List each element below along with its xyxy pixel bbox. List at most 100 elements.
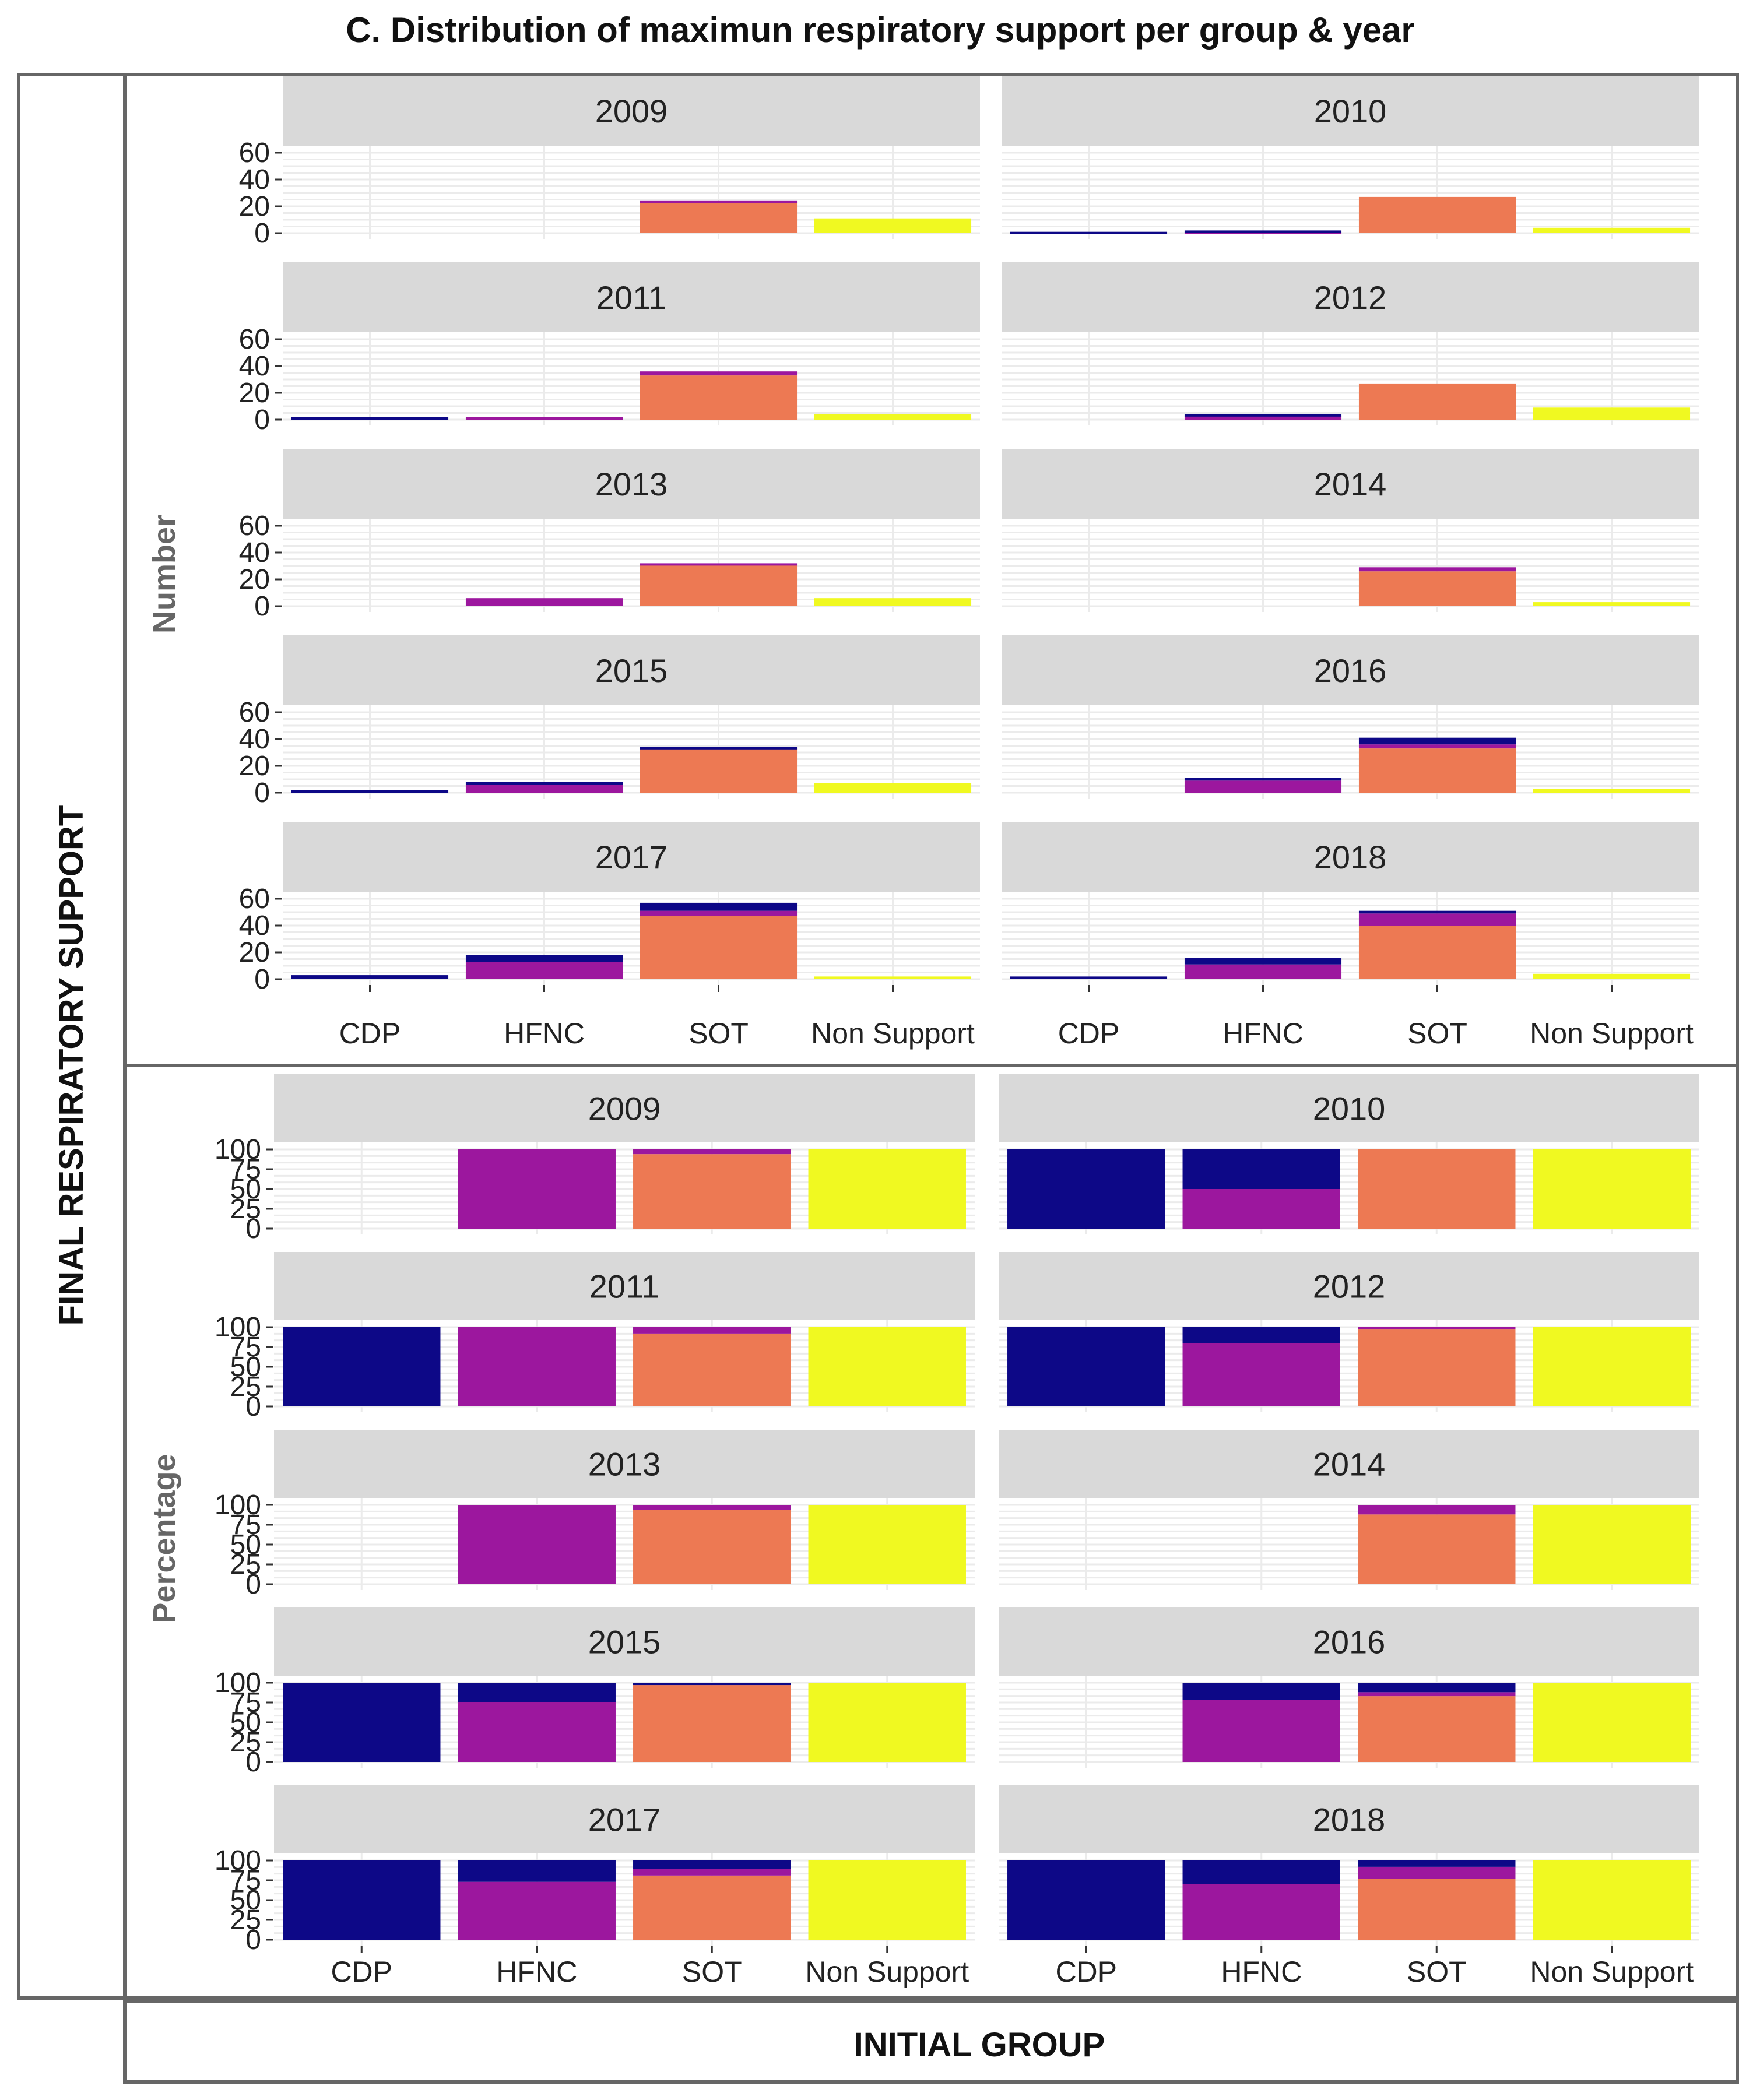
bar-segment	[814, 218, 972, 233]
facet-panel: 2016	[1002, 635, 1699, 799]
facet-panel: 2016	[999, 1607, 1699, 1768]
facet-strip	[1002, 262, 1699, 332]
facet-year-label: 2016	[1314, 652, 1387, 689]
bar-segment	[1184, 778, 1342, 781]
bar-segment	[633, 1875, 791, 1940]
y-tick-label: 25	[230, 1194, 261, 1225]
bar-segment	[458, 1149, 616, 1229]
bar-segment	[808, 1505, 966, 1584]
y-tick-label: 100	[215, 1134, 261, 1165]
facet-strip	[283, 635, 980, 705]
facet-year-label: 2015	[595, 652, 668, 689]
bar-segment	[1358, 1505, 1516, 1515]
bar-segment	[633, 1327, 791, 1334]
x-category-label: Non Support	[1530, 1955, 1694, 1988]
facet-strip	[283, 262, 980, 332]
y-tick-label: 50	[230, 1174, 261, 1205]
x-category-label: SOT	[1407, 1017, 1467, 1050]
y-tick-label: 25	[230, 1371, 261, 1402]
bar-segment	[814, 783, 972, 793]
facet-strip	[1002, 449, 1699, 519]
facet-year-label: 2012	[1314, 279, 1387, 316]
bar-segment	[814, 598, 972, 606]
bar-segment	[291, 790, 449, 793]
bar-segment	[1182, 1149, 1340, 1189]
facet-strip	[999, 1785, 1699, 1853]
bar-segment	[1010, 231, 1168, 234]
y-tick-label: 0	[254, 964, 270, 995]
bottom-label-box	[123, 2000, 1739, 2084]
bar-segment	[640, 563, 798, 566]
x-category-label: SOT	[688, 1017, 749, 1050]
facet-year-label: 2010	[1314, 93, 1387, 129]
y-tick-label: 20	[239, 751, 270, 782]
bar-segment	[291, 417, 449, 420]
facet-panel: 2012	[999, 1252, 1699, 1412]
facet-year-label: 2017	[588, 1802, 661, 1838]
y-tick-label: 60	[239, 324, 270, 355]
facet-year-label: 2015	[588, 1624, 661, 1661]
bar-segment	[633, 1683, 791, 1686]
initial-group-label: INITIAL GROUP	[854, 2026, 1105, 2064]
bar-segment	[1533, 1327, 1691, 1406]
bar-segment	[1184, 230, 1342, 233]
bar-segment	[458, 1327, 616, 1406]
y-tick-label: 60	[239, 884, 270, 914]
y-tick-label: 100	[215, 1490, 261, 1521]
bar-segment	[1358, 748, 1516, 793]
bar-segment	[1184, 416, 1342, 420]
y-tick-label: 60	[239, 138, 270, 168]
bar-segment	[1358, 1692, 1516, 1697]
x-category-label: Non Support	[1530, 1017, 1694, 1050]
facet-year-label: 2014	[1313, 1446, 1386, 1483]
facet-year-label: 2009	[588, 1091, 661, 1127]
bar-segment	[808, 1327, 966, 1406]
chart-percentage: Percentage200902550751002010201102550751…	[147, 1074, 1699, 1988]
facet-strip	[1002, 635, 1699, 705]
x-category-label: CDP	[331, 1955, 392, 1988]
bar-segment	[1358, 196, 1516, 233]
y-tick-label: 0	[254, 218, 270, 249]
y-tick-label: 0	[254, 778, 270, 808]
bar-segment	[640, 564, 798, 606]
y-tick-label: 0	[254, 591, 270, 622]
bar-segment	[640, 902, 798, 911]
bar-segment	[633, 1685, 791, 1762]
bar-segment	[808, 1149, 966, 1229]
y-tick-label: 50	[230, 1885, 261, 1916]
bar-segment	[1358, 926, 1516, 979]
bar-segment	[458, 1881, 616, 1940]
bar-segment	[465, 955, 623, 962]
facet-year-label: 2013	[595, 466, 668, 502]
bar-segment	[1358, 1696, 1516, 1762]
bar-segment	[1182, 1860, 1340, 1884]
bar-segment	[1184, 958, 1342, 965]
bar-segment	[458, 1683, 616, 1702]
facet-strip	[283, 822, 980, 892]
facet-year-label: 2014	[1314, 466, 1387, 502]
y-tick-label: 20	[239, 564, 270, 595]
facet-year-label: 2018	[1314, 839, 1387, 875]
bar-segment	[465, 785, 623, 793]
bar-segment	[1358, 383, 1516, 420]
final-respiratory-support-label: FINAL RESPIRATORY SUPPORT	[52, 805, 90, 1326]
chart-number: Number2009020406020102011020406020122013…	[147, 76, 1699, 1050]
facet-strip	[283, 76, 980, 146]
x-category-label: HFNC	[496, 1955, 577, 1988]
facet-year-label: 2016	[1313, 1624, 1386, 1661]
facet-year-label: 2011	[596, 279, 666, 316]
facet-panel: 2010	[1002, 76, 1699, 239]
bar-segment	[633, 1860, 791, 1869]
bar-segment	[1184, 231, 1342, 234]
bar-segment	[633, 1149, 791, 1155]
y-tick-label: 75	[230, 1510, 261, 1540]
bar-segment	[1358, 1683, 1516, 1693]
bar-segment	[633, 1510, 791, 1584]
bar-segment	[1182, 1683, 1340, 1700]
plots: Number2009020406020102011020406020122013…	[147, 76, 1699, 1988]
